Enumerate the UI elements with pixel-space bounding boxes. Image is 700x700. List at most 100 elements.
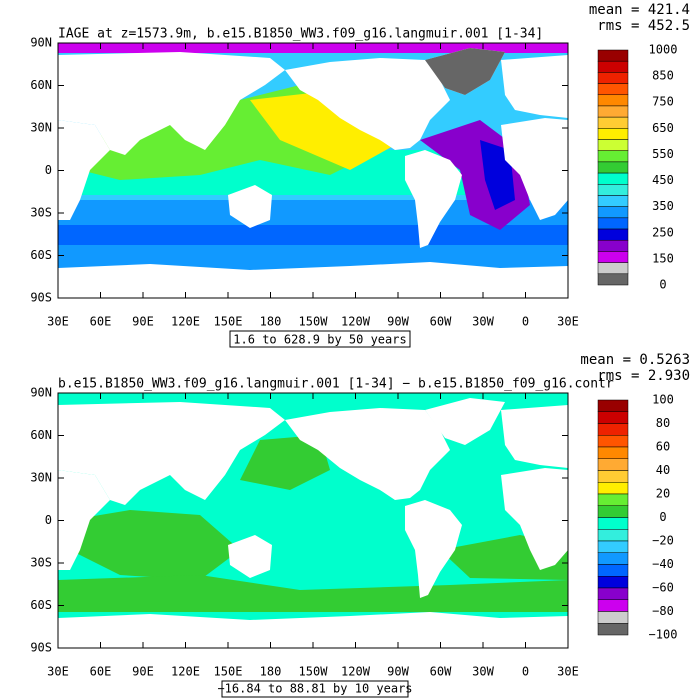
colorbar-box [597, 273, 629, 286]
lat-label: 90S [30, 641, 52, 655]
colorbar-box [597, 470, 629, 483]
colorbar-label: 450 [652, 173, 674, 187]
colorbar-label: 650 [652, 121, 674, 135]
colorbar-label: 80 [656, 416, 670, 430]
colorbar-label: 0 [659, 510, 666, 524]
lon-label: 150E [214, 665, 243, 679]
colorbar-box [597, 552, 629, 565]
colorbar-label: 850 [652, 69, 674, 83]
colorbar-box [597, 105, 629, 118]
lat-label: 0 [45, 513, 52, 527]
lat-label: 90S [30, 291, 52, 305]
colorbar-box [597, 493, 629, 506]
lon-label: 30E [557, 665, 579, 679]
colorbar-label: −100 [649, 628, 678, 642]
colorbar-box [597, 217, 629, 230]
lat-label: 90N [30, 386, 52, 400]
colorbar-label: 250 [652, 225, 674, 239]
lat-label: 90N [30, 36, 52, 50]
colorbar-label: −60 [652, 581, 674, 595]
lon-label: 90W [387, 665, 409, 679]
colorbar-box [597, 60, 629, 73]
lat-label: 30N [30, 121, 52, 135]
lon-label: 150E [214, 315, 243, 329]
colorbar-label: −40 [652, 557, 674, 571]
lat-label: 60S [30, 598, 52, 612]
colorbar-box [597, 540, 629, 553]
colorbar-box [597, 184, 629, 196]
lon-label: 30W [472, 315, 494, 329]
lat-label: 0 [45, 163, 52, 177]
lon-label: 90E [132, 315, 154, 329]
lat-label: 60N [30, 78, 52, 92]
lon-label: 120E [171, 665, 200, 679]
colorbar-label: 1000 [649, 43, 678, 57]
colorbar-box [597, 564, 629, 577]
lon-label: 90E [132, 665, 154, 679]
colorbar-box [597, 128, 629, 140]
colorbar-box [597, 195, 629, 207]
colorbar-label: 750 [652, 95, 674, 109]
lon-label: 0 [522, 665, 529, 679]
colorbar-box [597, 411, 629, 424]
range-label: 1.6 to 628.9 by 50 years [233, 333, 406, 347]
colorbar-box [597, 139, 629, 151]
colorbar-label: 40 [656, 463, 670, 477]
colorbar-box [597, 94, 629, 107]
colorbar-box [597, 172, 629, 185]
mean-label: mean = 0.5263 [580, 352, 690, 368]
colorbar-box [597, 83, 629, 96]
colorbar-label: 150 [652, 251, 674, 265]
lon-label: 150W [299, 665, 329, 679]
colorbar-box [597, 517, 629, 530]
lat-label: 30S [30, 556, 52, 570]
colorbar-box [597, 423, 629, 436]
lat-label: 30N [30, 471, 52, 485]
colorbar-box [597, 399, 629, 412]
colorbar-box [597, 505, 629, 518]
colorbar-box [597, 446, 629, 459]
colorbar-box [597, 251, 629, 263]
lon-label: 90W [387, 315, 409, 329]
lat-label: 60S [30, 248, 52, 262]
colorbar-label: 20 [656, 487, 670, 501]
lon-label: 30W [472, 665, 494, 679]
lon-label: 180 [260, 665, 282, 679]
lat-label: 30S [30, 206, 52, 220]
colorbar-box [597, 72, 629, 84]
lon-label: 30E [47, 665, 69, 679]
map-field [58, 43, 568, 298]
lat-label: 60N [30, 428, 52, 442]
colorbar-box [597, 49, 629, 62]
lon-label: 120W [341, 315, 371, 329]
lon-label: 30E [557, 315, 579, 329]
mean-label: mean = 421.4 [589, 2, 690, 18]
lon-label: 60W [430, 315, 452, 329]
colorbar-box [597, 206, 629, 219]
lon-label: 30E [47, 315, 69, 329]
lon-label: 60E [90, 315, 112, 329]
lon-label: 120W [341, 665, 371, 679]
colorbar-box [597, 623, 629, 636]
colorbar-box [597, 576, 629, 589]
map-field [58, 393, 568, 648]
colorbar-label: 350 [652, 199, 674, 213]
colorbar-box [597, 116, 629, 129]
colorbar-label: −80 [652, 604, 674, 618]
colorbar-box [597, 458, 629, 471]
colorbar-label: 550 [652, 147, 674, 161]
panel-title: IAGE at z=1573.9m, b.e15.B1850_WW3.f09_g… [58, 27, 543, 42]
colorbar-box [597, 529, 629, 542]
rms-label: rms = 452.5 [597, 18, 690, 34]
lon-label: 60W [430, 665, 452, 679]
range-label: −16.84 to 88.81 by 10 years [217, 682, 412, 696]
panel: IAGE at z=1573.9m, b.e15.B1850_WW3.f09_g… [57, 2, 690, 348]
panel: b.e15.B1850_WW3.f09_g16.langmuir.001 [1-… [57, 352, 690, 698]
colorbar-box [597, 239, 629, 252]
range-box [221, 680, 409, 698]
lon-label: 180 [260, 315, 282, 329]
lon-label: 0 [522, 315, 529, 329]
colorbar-box [597, 150, 629, 163]
colorbar-box [597, 599, 629, 612]
